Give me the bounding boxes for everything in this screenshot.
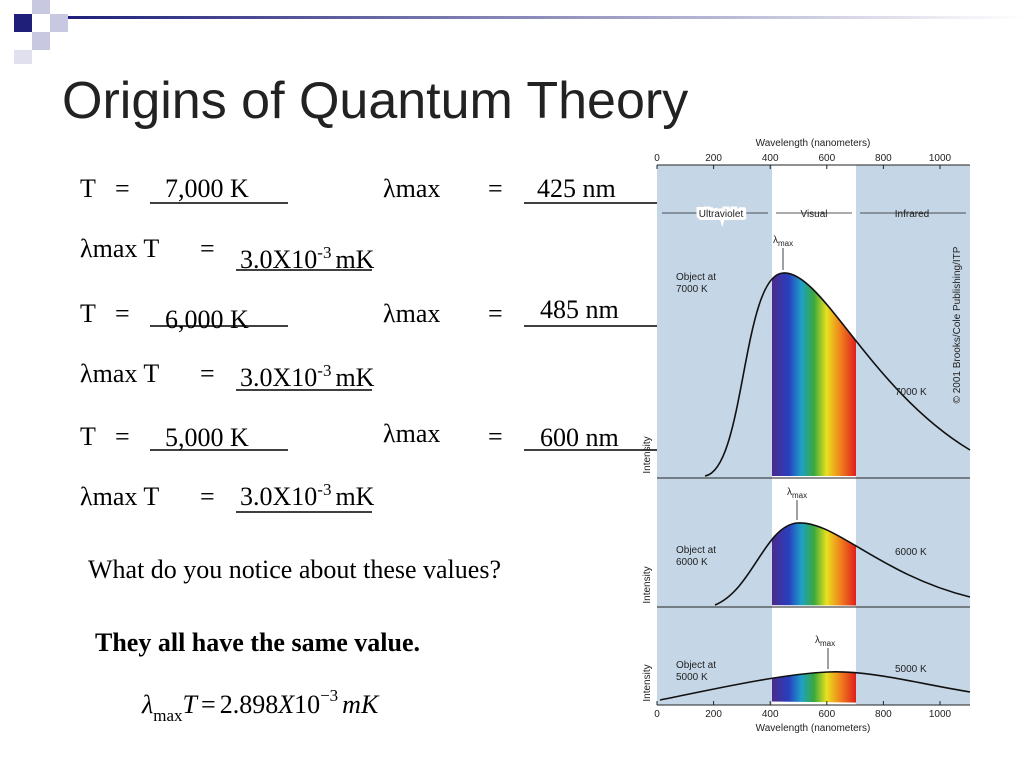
eq: = [200, 234, 215, 263]
answer: 425 nm [537, 174, 616, 203]
slide-title: Origins of Quantum Theory [62, 72, 688, 130]
lambda-max: λmax [773, 235, 793, 248]
symbol: λ [141, 690, 153, 719]
exponent: −3 [320, 686, 338, 705]
blackbody-figure: Ultraviolet Ultraviolet Visual Infrared … [642, 138, 971, 734]
copyright: © 2001 Brooks/Cole Publishing/ITP [952, 246, 963, 403]
eq: = [201, 690, 216, 719]
eq: = [115, 174, 130, 203]
var: T [183, 690, 199, 719]
answer: 485 nm [540, 295, 619, 324]
object-label: Object at [676, 660, 716, 671]
tick-label: 200 [705, 153, 722, 164]
spectrum [772, 671, 856, 704]
object-temp: 7000 K [676, 284, 708, 295]
ir-band [856, 165, 970, 705]
eq: = [488, 299, 503, 328]
answer: 3.0X10-3 mK [240, 361, 375, 392]
object-label: Object at [676, 272, 716, 283]
lhs: λmax T [80, 482, 159, 511]
axis-title: Wavelength (nanometers) [756, 138, 871, 149]
lambda: λ [787, 487, 792, 498]
decoration [14, 0, 1024, 64]
answer-text: They all have the same value. [95, 628, 420, 657]
eq: = [115, 299, 130, 328]
eq: = [115, 422, 130, 451]
band-label: Visual [800, 209, 827, 220]
lhs2: λmax [383, 299, 440, 328]
band-bg: Ultraviolet [699, 209, 744, 220]
exponent: -3 [317, 361, 331, 380]
answer: 3.0X10-3 mK [240, 480, 375, 511]
exponent: -3 [317, 243, 331, 262]
tick-label: 600 [818, 709, 835, 720]
mantissa: 3.0X10 [240, 363, 317, 392]
tick-label: 400 [762, 709, 779, 720]
y-label: Intensity [642, 436, 653, 473]
equations: T = 7,000 K λmax = 425 nm λmax T = 3.0X1… [80, 174, 660, 513]
formula: λmaxT = 2.898X10−3 mK [141, 686, 380, 725]
eq: = [200, 482, 215, 511]
sub: max [153, 706, 183, 725]
eq: = [488, 422, 503, 451]
tick-label: 0 [654, 709, 660, 720]
object-temp: 5000 K [676, 672, 708, 683]
eq: = [200, 359, 215, 388]
tick-label: 1000 [929, 153, 952, 164]
answer: 5,000 K [165, 423, 249, 452]
lhs: T [80, 174, 96, 203]
lhs2: λmax [383, 419, 440, 448]
tick-label: 200 [705, 709, 722, 720]
curve-label: 5000 K [895, 664, 927, 675]
uv-band [657, 165, 772, 705]
tick-label: 800 [875, 709, 892, 720]
lambda: λ [773, 235, 778, 246]
tick-label: 800 [875, 153, 892, 164]
lhs2: λmax [383, 174, 440, 203]
y-label: Intensity [642, 664, 653, 701]
question: What do you notice about these values? [88, 555, 501, 584]
object-temp: 6000 K [676, 557, 708, 568]
lambda-max: λmax [815, 635, 835, 648]
unit: mK [335, 482, 374, 511]
curve-label: 6000 K [895, 547, 927, 558]
x: X [277, 690, 295, 719]
axis-title: Wavelength (nanometers) [756, 723, 871, 734]
unit: mK [335, 245, 374, 274]
object-label: Object at [676, 545, 716, 556]
lambda-sub: max [820, 639, 835, 648]
answer: 7,000 K [165, 174, 249, 203]
mantissa: 3.0X10 [240, 245, 317, 274]
answer: 6,000 K [165, 305, 249, 334]
tick-label: 0 [654, 153, 660, 164]
tick-label: 600 [818, 153, 835, 164]
lhs: λmax T [80, 359, 159, 388]
answer: 3.0X10-3 mK [240, 243, 375, 274]
answer: 600 nm [540, 423, 619, 452]
mantissa: 2.898 [220, 690, 279, 719]
lambda-sub: max [778, 239, 793, 248]
tick-label: 1000 [929, 709, 952, 720]
lambda: λ [815, 635, 820, 646]
band-label: Ultraviolet [699, 209, 744, 220]
tick-label: 400 [762, 153, 779, 164]
lambda-arrows [782, 248, 829, 669]
base: 10 [294, 690, 320, 719]
unit: mK [335, 363, 374, 392]
curve-label: 7000 K [895, 387, 927, 398]
eq: = [488, 174, 503, 203]
exponent: -3 [317, 480, 331, 499]
mantissa: 3.0X10 [240, 482, 317, 511]
curves [659, 272, 971, 701]
unit: mK [342, 690, 380, 719]
y-label: Intensity [642, 566, 653, 603]
lhs: T [80, 422, 96, 451]
lhs: λmax T [80, 234, 159, 263]
lambda-sub: max [792, 491, 807, 500]
lambda-max: λmax [787, 487, 807, 500]
lhs: T [80, 299, 96, 328]
band-label: Infrared [895, 209, 929, 220]
